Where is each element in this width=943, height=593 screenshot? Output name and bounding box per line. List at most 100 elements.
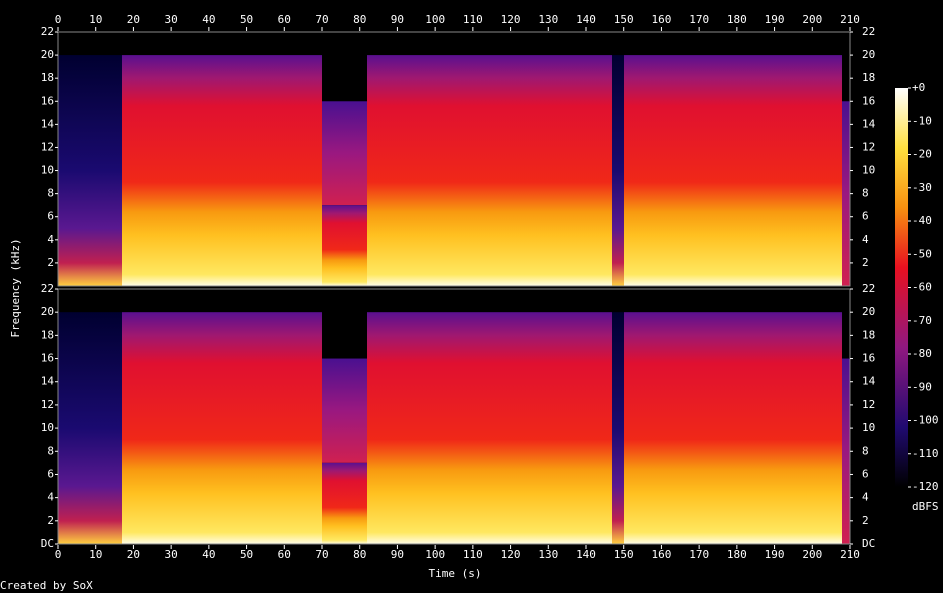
x-tick-label: 160 xyxy=(651,548,671,561)
x-tick-label: 30 xyxy=(165,548,178,561)
x-tick-label: 90 xyxy=(391,548,404,561)
x-tick-label-top: 140 xyxy=(576,13,596,26)
colorbar-tick-label: -20 xyxy=(912,148,932,161)
x-tick-label: 140 xyxy=(576,548,596,561)
y-tick-label-right: 14 xyxy=(862,117,876,130)
loud-region xyxy=(624,55,842,286)
colorbar-label: dBFS xyxy=(912,500,939,513)
x-axis-label: Time (s) xyxy=(429,567,482,580)
y-tick-label: 10 xyxy=(41,421,54,434)
colorbar-tick-label: +0 xyxy=(912,81,925,94)
loud-region xyxy=(122,312,322,544)
y-tick-label-right: 20 xyxy=(862,305,875,318)
y-tick-label-right: 20 xyxy=(862,48,875,61)
plot-frame xyxy=(57,31,851,287)
y-tick-label: 16 xyxy=(41,94,54,107)
y-tick-label: 6 xyxy=(47,210,54,223)
y-tick-label: 22 xyxy=(41,282,54,295)
x-tick-label-top: 30 xyxy=(165,13,178,26)
x-tick-label-top: 170 xyxy=(689,13,709,26)
x-tick-label-top: 10 xyxy=(89,13,102,26)
y-tick-label: 8 xyxy=(47,187,54,200)
y-tick-label: 4 xyxy=(47,491,54,504)
x-tick-label-top: 80 xyxy=(353,13,366,26)
x-tick-label-top: 190 xyxy=(765,13,785,26)
x-tick-label-top: 200 xyxy=(802,13,822,26)
plot-frame xyxy=(57,288,851,545)
x-tick-label-top: 50 xyxy=(240,13,253,26)
y-tick-label: 14 xyxy=(41,375,55,388)
y-tick-label-right: DC xyxy=(862,537,875,550)
quiet-region xyxy=(58,312,122,544)
mid-region xyxy=(322,101,367,206)
y-tick-label: 2 xyxy=(47,514,54,527)
x-tick-label: 200 xyxy=(802,548,822,561)
loud-low xyxy=(322,205,367,286)
colorbar xyxy=(895,88,908,487)
y-tick-label-right: 18 xyxy=(862,71,875,84)
loud-low xyxy=(322,462,367,544)
y-tick-label: 16 xyxy=(41,352,54,365)
y-tick-label-right: 4 xyxy=(862,233,869,246)
y-tick-label-right: 22 xyxy=(862,282,875,295)
y-tick-label: 10 xyxy=(41,164,54,177)
x-tick-label: 150 xyxy=(614,548,634,561)
y-tick-label-right: 12 xyxy=(862,398,875,411)
x-tick-label: 60 xyxy=(278,548,291,561)
x-tick-label: 80 xyxy=(353,548,366,561)
colorbar-tick-label: -30 xyxy=(912,181,932,194)
y-tick-label-right: 8 xyxy=(862,444,869,457)
colorbar-tick-label: -10 xyxy=(912,114,932,127)
y-tick-label: 20 xyxy=(41,48,54,61)
y-tick-label: 8 xyxy=(47,444,54,457)
x-tick-label-top: 210 xyxy=(840,13,860,26)
gap xyxy=(612,55,624,286)
colorbar-tick-label: -110 xyxy=(912,447,939,460)
x-tick-label: 180 xyxy=(727,548,747,561)
x-tick-label: 70 xyxy=(315,548,328,561)
y-tick-label-right: 16 xyxy=(862,94,875,107)
y-tick-label: 4 xyxy=(47,233,54,246)
x-tick-label-top: 150 xyxy=(614,13,634,26)
y-tick-label: 2 xyxy=(47,256,54,269)
x-tick-label: 210 xyxy=(840,548,860,561)
y-tick-label-right: 16 xyxy=(862,352,875,365)
y-tick-label: 18 xyxy=(41,71,54,84)
gap xyxy=(612,312,624,544)
x-tick-label: 190 xyxy=(765,548,785,561)
x-tick-label: 170 xyxy=(689,548,709,561)
y-tick-label-right: 2 xyxy=(862,256,869,269)
loud-region xyxy=(122,55,322,286)
y-tick-label: 6 xyxy=(47,467,54,480)
x-tick-label-top: 60 xyxy=(278,13,291,26)
tail xyxy=(842,101,850,286)
y-tick-label-right: 12 xyxy=(862,140,875,153)
colorbar-tick-label: -50 xyxy=(912,247,932,260)
y-tick-label: 20 xyxy=(41,305,54,318)
quiet-region xyxy=(58,55,122,286)
y-tick-label-right: 8 xyxy=(862,187,869,200)
loud-region xyxy=(367,312,612,544)
x-tick-label-top: 180 xyxy=(727,13,747,26)
x-tick-label: 20 xyxy=(127,548,140,561)
colorbar-tick-label: -70 xyxy=(912,314,932,327)
x-tick-label: 110 xyxy=(463,548,483,561)
y-tick-label-right: 6 xyxy=(862,467,869,480)
y-tick-label: 12 xyxy=(41,398,54,411)
y-tick-label-right: 4 xyxy=(862,491,869,504)
x-tick-label: 120 xyxy=(501,548,521,561)
x-tick-label-top: 100 xyxy=(425,13,445,26)
credit: Created by SoX xyxy=(0,579,93,592)
y-tick-label-right: 2 xyxy=(862,514,869,527)
y-tick-label: DC xyxy=(41,537,54,550)
colorbar-tick-label: -100 xyxy=(912,414,939,427)
x-tick-label: 50 xyxy=(240,548,253,561)
spectrogram-image xyxy=(57,31,851,545)
y-tick-label-right: 22 xyxy=(862,25,875,38)
colorbar-tick-label: -90 xyxy=(912,380,932,393)
colorbar-tick-label: -80 xyxy=(912,347,932,360)
colorbar-tick-label: -120 xyxy=(912,480,939,493)
x-tick-label: 0 xyxy=(55,548,62,561)
x-tick-label-top: 110 xyxy=(463,13,483,26)
